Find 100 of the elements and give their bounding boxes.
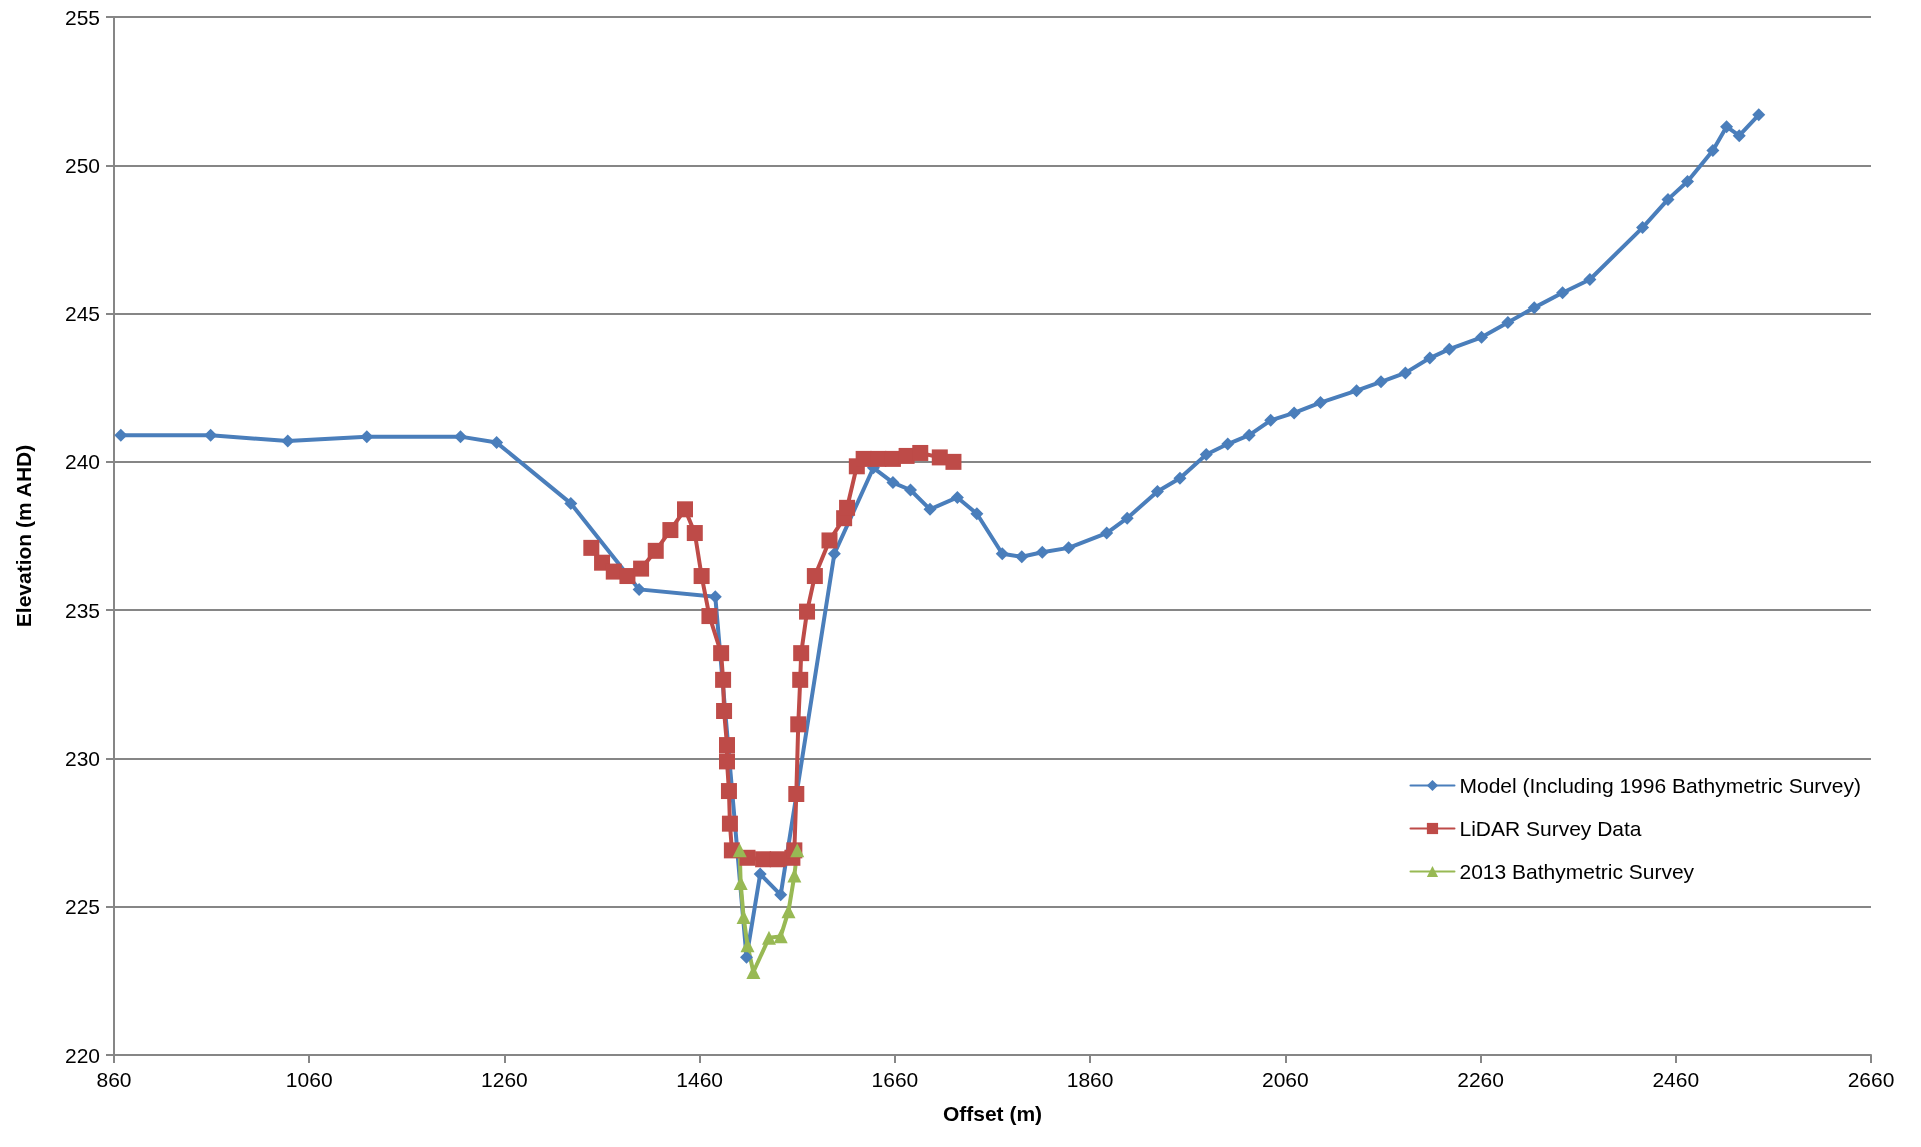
point (1374, 375, 1388, 389)
x-tick-label: 2060 (1261, 1068, 1309, 1091)
point (721, 815, 738, 832)
point (1350, 384, 1364, 398)
point (1752, 108, 1766, 122)
point (827, 547, 841, 561)
point (740, 950, 754, 964)
legend-label: Model (Including 1996 Bathymetric Survey) (1459, 774, 1862, 797)
x-tick-label: 2260 (1457, 1068, 1504, 1091)
point (1583, 272, 1597, 286)
point (1442, 342, 1456, 356)
point (662, 522, 679, 539)
point (713, 645, 730, 662)
point (799, 603, 816, 620)
y-tick-label: 235 (64, 598, 100, 622)
point (1732, 129, 1746, 143)
point (755, 851, 772, 868)
point (806, 568, 823, 585)
point (1706, 143, 1720, 157)
point (950, 490, 964, 504)
point (1062, 541, 1076, 555)
point (790, 716, 807, 733)
point (1556, 286, 1570, 300)
point (686, 525, 703, 542)
y-tick-label: 250 (64, 153, 100, 177)
point (719, 737, 735, 754)
point (708, 590, 722, 604)
legend-label: 2013 Bathymetric Survey (1459, 860, 1695, 883)
point (1242, 428, 1256, 442)
point (995, 547, 1009, 561)
point (886, 476, 900, 490)
point (773, 929, 788, 944)
point (693, 568, 710, 585)
point (564, 496, 578, 510)
point (281, 434, 295, 448)
point (1475, 330, 1489, 344)
point (781, 904, 796, 919)
legend-label: LiDAR Survey Data (1459, 817, 1642, 840)
point (821, 532, 838, 549)
point (1120, 511, 1134, 525)
point (1015, 550, 1029, 564)
x-tick-label: 2660 (1847, 1068, 1895, 1091)
point (1661, 192, 1675, 206)
point (740, 938, 755, 953)
point (633, 560, 650, 577)
point (761, 930, 776, 945)
point (904, 483, 918, 497)
point (774, 888, 788, 902)
y-axis-title: Elevation (m AHD) (12, 444, 35, 628)
point (1173, 471, 1187, 485)
point (583, 539, 600, 556)
point (870, 450, 887, 467)
x-tick-label: 860 (96, 1068, 132, 1091)
point (701, 608, 718, 625)
point (790, 843, 805, 858)
y-tick-label: 245 (64, 302, 100, 326)
point (1680, 175, 1694, 189)
y-tick-label: 225 (64, 895, 100, 919)
x-tick-label: 1060 (285, 1068, 333, 1091)
x-tick-label: 2460 (1652, 1068, 1700, 1091)
point (719, 753, 735, 770)
point (677, 501, 694, 518)
point (923, 502, 937, 516)
point (970, 507, 984, 521)
y-tick-label: 230 (64, 746, 100, 770)
y-tick-label: 240 (64, 450, 100, 474)
point (912, 444, 929, 461)
point (839, 499, 856, 516)
point (1199, 447, 1213, 461)
x-tick-label: 1460 (676, 1068, 724, 1091)
point (1221, 437, 1235, 451)
point (619, 568, 636, 585)
point (204, 428, 218, 442)
point (753, 867, 767, 881)
point (454, 430, 468, 444)
point (1720, 120, 1734, 134)
point (793, 645, 810, 662)
point (945, 453, 962, 470)
point (1100, 526, 1114, 540)
point (1150, 485, 1164, 499)
point (715, 671, 732, 688)
point (1287, 406, 1301, 420)
point (632, 582, 646, 596)
point (1035, 545, 1049, 559)
point (1423, 351, 1437, 365)
x-tick-label: 1260 (481, 1068, 528, 1091)
x-axis-title: Offset (m) (942, 1102, 1043, 1125)
x-tick-label: 1660 (871, 1068, 919, 1091)
point (1398, 366, 1412, 380)
point (114, 428, 128, 442)
point (716, 702, 733, 719)
point (647, 542, 664, 559)
point (1501, 315, 1515, 329)
y-tick-label: 255 (64, 5, 100, 29)
point (792, 671, 809, 688)
y-tick-label: 220 (64, 1043, 100, 1067)
point (1527, 301, 1541, 315)
point (720, 783, 737, 800)
point (788, 786, 805, 803)
point (1264, 413, 1278, 427)
